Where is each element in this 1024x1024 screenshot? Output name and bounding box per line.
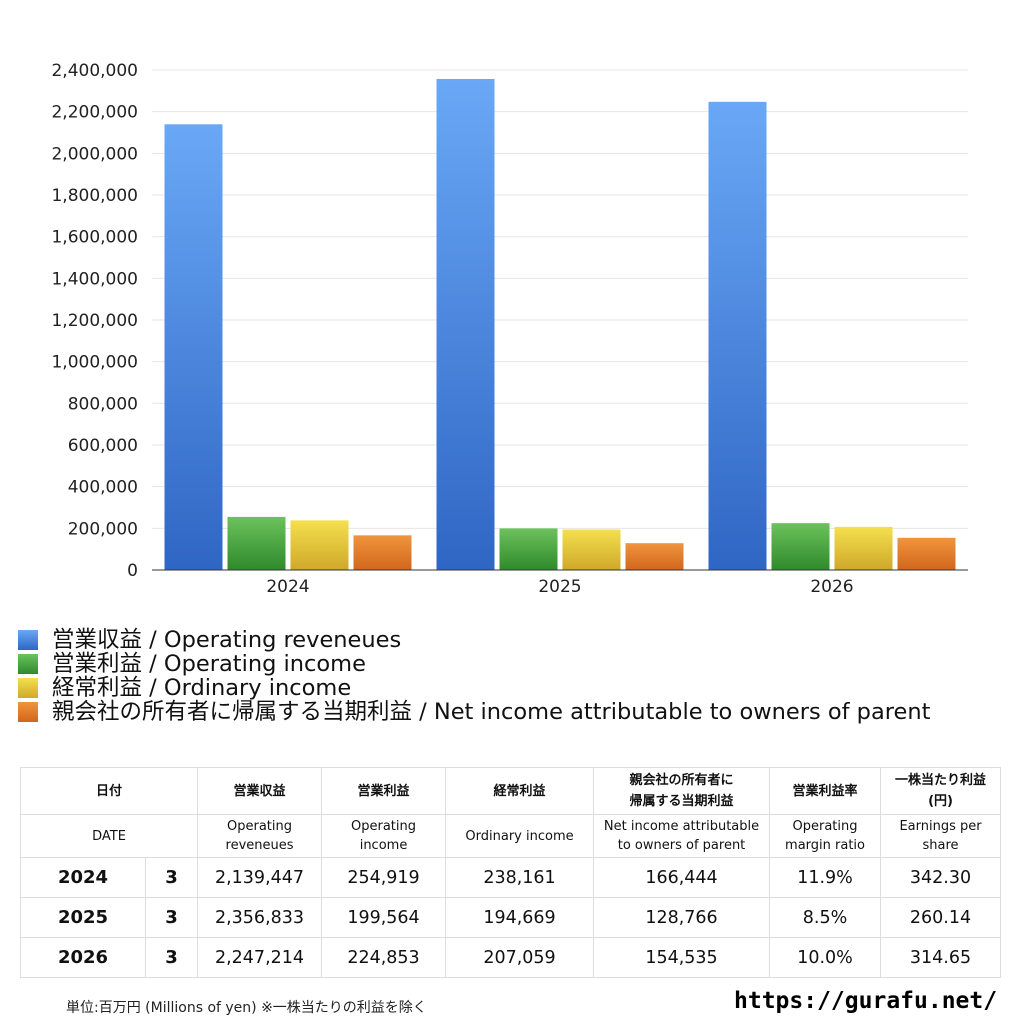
y-tick-label: 2,200,000 [51, 103, 138, 123]
x-tick-label: 2026 [810, 577, 853, 597]
table-header-row-en: DATE Operating reveneues Operating incom… [19, 814, 1002, 858]
cell-operating-income: 224,853 [321, 937, 447, 978]
grid-lines [152, 69, 968, 529]
units-footnote: 単位:百万円 (Millions of yen) ※一株当たりの利益を除く [66, 1000, 427, 1016]
bar-net-income [353, 535, 412, 570]
y-tick-label: 1,200,000 [51, 311, 138, 331]
cell-eps: 260.14 [880, 897, 1002, 938]
bar-operating-income [227, 516, 286, 570]
cell-operating-margin: 11.9% [769, 857, 882, 898]
bar-operating-income [499, 528, 558, 570]
y-tick-label: 1,400,000 [51, 269, 138, 289]
bar-net-income [625, 543, 684, 570]
header-operating-income-en: Operating income [321, 814, 447, 858]
header-ordinary-income-jp: 経常利益 [445, 767, 595, 815]
financial-data-table: 日付 営業収益 営業利益 経常利益 親会社の所有者に 帰属する当期利益 営業利益… [19, 767, 1002, 978]
header-date-jp: 日付 [19, 767, 199, 815]
bar-ordinary-income [562, 529, 621, 570]
y-tick-label: 600,000 [68, 436, 138, 456]
header-ordinary-income-en: Ordinary income [445, 814, 595, 858]
bar-operating-revenues [708, 101, 767, 570]
header-operating-revenues-jp: 営業収益 [197, 767, 323, 815]
x-tick-label: 2024 [266, 577, 309, 597]
y-tick-label: 1,800,000 [51, 186, 138, 206]
header-date-en: DATE [19, 814, 199, 858]
legend: 営業収益 / Operating reveneues 営業利益 / Operat… [18, 628, 930, 724]
legend-swatch-orange [18, 702, 38, 722]
bar-operating-income [771, 523, 830, 570]
cell-net-income: 166,444 [593, 857, 771, 898]
bar-chart: 0 200,000 400,000 600,000 800,000 1,000,000 1,… [51, 61, 968, 597]
site-url: https://gurafu.net/ [734, 988, 998, 1014]
legend-item-operating-income: 営業利益 / Operating income [18, 652, 930, 676]
bars [164, 78, 956, 571]
cell-operating-revenues: 2,247,214 [197, 937, 323, 978]
header-operating-revenues-en: Operating reveneues [197, 814, 323, 858]
y-tick-label: 1,000,000 [51, 353, 138, 373]
y-tick-label: 2,000,000 [51, 144, 138, 164]
cell-operating-margin: 10.0% [769, 937, 882, 978]
legend-label: 営業収益 / Operating reveneues [52, 627, 402, 653]
legend-swatch-blue [18, 630, 38, 650]
cell-year: 2024 [20, 857, 146, 898]
cell-operating-margin: 8.5% [769, 897, 882, 938]
header-eps-en: Earnings per share [880, 814, 1002, 858]
cell-operating-income: 254,919 [321, 857, 447, 898]
header-net-income-jp: 親会社の所有者に 帰属する当期利益 [593, 767, 771, 815]
cell-eps: 342.30 [880, 857, 1002, 898]
header-operating-margin-en: Operating margin ratio [769, 814, 882, 858]
legend-label: 親会社の所有者に帰属する当期利益 / Net income attributab… [52, 699, 931, 725]
y-tick-label: 200,000 [68, 519, 138, 539]
cell-net-income: 154,535 [593, 937, 771, 978]
legend-item-ordinary-income: 経常利益 / Ordinary income [18, 676, 930, 700]
y-tick-label: 400,000 [68, 478, 138, 498]
cell-operating-income: 199,564 [321, 897, 447, 938]
table-row: 2024 3 2,139,447 254,919 238,161 166,444… [20, 857, 1002, 898]
header-operating-income-jp: 営業利益 [321, 767, 447, 815]
bar-ordinary-income [834, 526, 893, 570]
table-row: 2025 3 2,356,833 199,564 194,669 128,766… [20, 897, 1002, 938]
legend-swatch-yellow [18, 678, 38, 698]
legend-swatch-green [18, 654, 38, 674]
cell-month: 3 [144, 857, 199, 898]
x-tick-label: 2025 [538, 577, 581, 597]
cell-operating-revenues: 2,139,447 [197, 857, 323, 898]
y-axis-ticks: 0 200,000 400,000 600,000 800,000 1,000,000 1,… [51, 61, 138, 581]
legend-label: 経常利益 / Ordinary income [52, 675, 352, 701]
x-axis-labels: 2024 2025 2026 [266, 577, 853, 597]
cell-net-income: 128,766 [593, 897, 771, 938]
bar-operating-revenues [164, 124, 223, 571]
header-net-income-en: Net income attributable to owners of par… [593, 814, 771, 858]
table-header-row-jp: 日付 営業収益 営業利益 経常利益 親会社の所有者に 帰属する当期利益 営業利益… [19, 767, 1002, 815]
cell-ordinary-income: 194,669 [445, 897, 595, 938]
legend-label: 営業利益 / Operating income [52, 651, 366, 677]
table-row: 2026 3 2,247,214 224,853 207,059 154,535… [20, 937, 1002, 978]
cell-year: 2025 [20, 897, 146, 938]
y-tick-label: 0 [127, 561, 138, 581]
cell-month: 3 [144, 937, 199, 978]
cell-eps: 314.65 [880, 937, 1002, 978]
cell-year: 2026 [20, 937, 146, 978]
y-tick-label: 1,600,000 [51, 228, 138, 248]
bar-net-income [897, 537, 956, 570]
bar-ordinary-income [290, 520, 349, 570]
cell-ordinary-income: 238,161 [445, 857, 595, 898]
header-eps-jp: 一株当たり利益 (円) [880, 767, 1002, 815]
bar-operating-revenues [436, 78, 495, 570]
cell-month: 3 [144, 897, 199, 938]
y-tick-label: 2,400,000 [51, 61, 138, 81]
legend-item-operating-revenues: 営業収益 / Operating reveneues [18, 628, 930, 652]
cell-operating-revenues: 2,356,833 [197, 897, 323, 938]
legend-item-net-income: 親会社の所有者に帰属する当期利益 / Net income attributab… [18, 700, 930, 724]
header-operating-margin-jp: 営業利益率 [769, 767, 882, 815]
y-tick-label: 800,000 [68, 394, 138, 414]
cell-ordinary-income: 207,059 [445, 937, 595, 978]
